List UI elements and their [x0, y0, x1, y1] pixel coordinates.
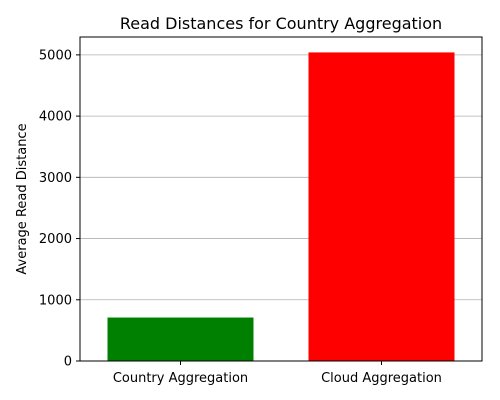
axis-ticks: 0 1000 2000 3000 4000 5000 Country Aggregation…	[39, 48, 442, 386]
y-tick-label: 4000	[39, 110, 72, 125]
bar-cloud-aggregation	[308, 52, 455, 362]
y-tick-label: 5000	[39, 48, 72, 63]
plot-frame	[79, 36, 483, 362]
bars	[107, 52, 455, 362]
bar-country-aggregation	[107, 317, 254, 361]
y-axis-label: Average Read Distance	[15, 123, 30, 274]
x-tick-label: Cloud Aggregation	[321, 371, 442, 386]
y-tick-label: 3000	[39, 171, 72, 186]
y-tick-label: 0	[64, 355, 72, 370]
x-tick-label: Country Aggregation	[113, 371, 248, 386]
y-tick-label: 2000	[39, 232, 72, 247]
chart-title: Read Distances for Country Aggregation	[120, 14, 442, 33]
y-tick-label: 1000	[39, 293, 72, 308]
